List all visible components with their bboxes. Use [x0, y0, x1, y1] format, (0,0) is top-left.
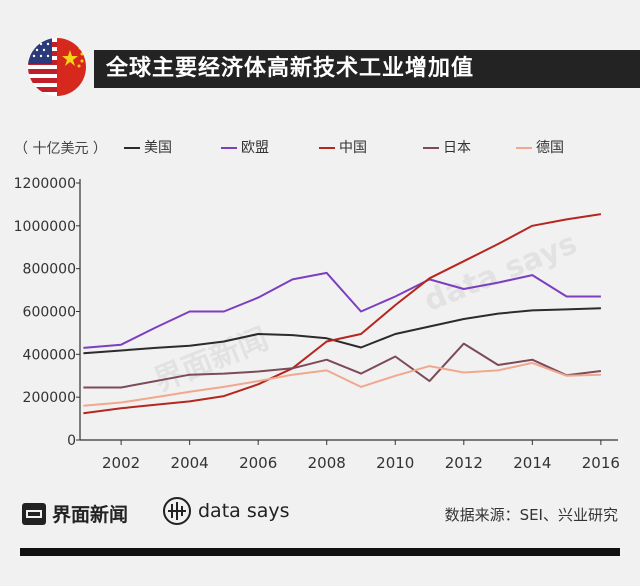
header: 全球主要经济体高新技术工业增加值 [24, 38, 640, 96]
series-line-美国 [83, 307, 601, 355]
y-tick-label: 600000 [23, 305, 76, 321]
legend-item-germany: 德国 [516, 137, 564, 157]
y-tick-label: 400000 [23, 347, 76, 363]
x-tick-label: 2016 [582, 454, 620, 472]
y-axis-unit-label: （ 十亿美元 ） [14, 141, 107, 157]
legend-label-china: 中国 [339, 140, 367, 156]
legend-swatch-eu [221, 147, 237, 149]
y-tick-label: 1000000 [14, 219, 76, 235]
legend-label-eu: 欧盟 [241, 140, 269, 156]
legend-swatch-china [319, 147, 335, 149]
legend-item-us: 美国 [124, 137, 172, 157]
series-line-德国 [83, 361, 601, 407]
x-tick-label: 2010 [376, 454, 414, 472]
legend-label-japan: 日本 [443, 140, 471, 156]
data-source: 数据来源：SEI、兴业研究 [444, 506, 618, 524]
x-tick-label: 2014 [513, 454, 551, 472]
x-tick-label: 2004 [171, 454, 209, 472]
brand-data-says: data says [162, 496, 290, 531]
legend-label-germany: 德国 [536, 140, 564, 156]
series-line-中国 [83, 213, 602, 415]
brand-jiemian-label: 界面新闻 [52, 504, 129, 526]
y-tick-label: 1200000 [14, 176, 76, 192]
page-title: 全球主要经济体高新技术工业增加值 [94, 50, 640, 88]
brand-jiemian: 界面新闻 [22, 500, 128, 527]
legend-item-eu: 欧盟 [221, 137, 269, 157]
x-tick-label: 2008 [308, 454, 346, 472]
y-tick-label: 200000 [23, 390, 76, 406]
x-tick-label: 2006 [239, 454, 277, 472]
brand-data-says-label: data says [198, 500, 290, 522]
y-tick-label: 800000 [23, 262, 76, 278]
data-says-logo-icon [162, 496, 192, 531]
bottom-bar [20, 548, 620, 556]
legend-swatch-us [124, 147, 140, 149]
footer: 界面新闻 data says 数据来源：SEI、兴业研究 [0, 496, 640, 536]
legend-label-us: 美国 [144, 140, 172, 156]
legend-item-china: 中国 [319, 137, 367, 157]
x-tick-label: 2002 [102, 454, 140, 472]
legend-swatch-germany [516, 147, 532, 149]
series-line-欧盟 [83, 271, 601, 349]
legend-swatch-japan [423, 147, 439, 149]
jiemian-logo-icon [22, 503, 46, 525]
legend-item-japan: 日本 [423, 137, 471, 157]
y-tick-label: 0 [67, 433, 76, 449]
x-tick-label: 2012 [445, 454, 483, 472]
series-line-日本 [83, 342, 602, 389]
